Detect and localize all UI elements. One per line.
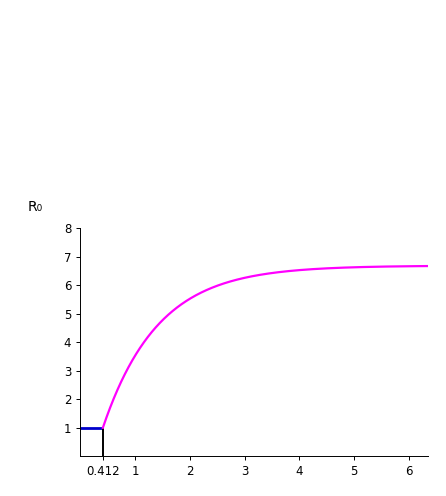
Text: R₀: R₀ <box>28 200 43 214</box>
